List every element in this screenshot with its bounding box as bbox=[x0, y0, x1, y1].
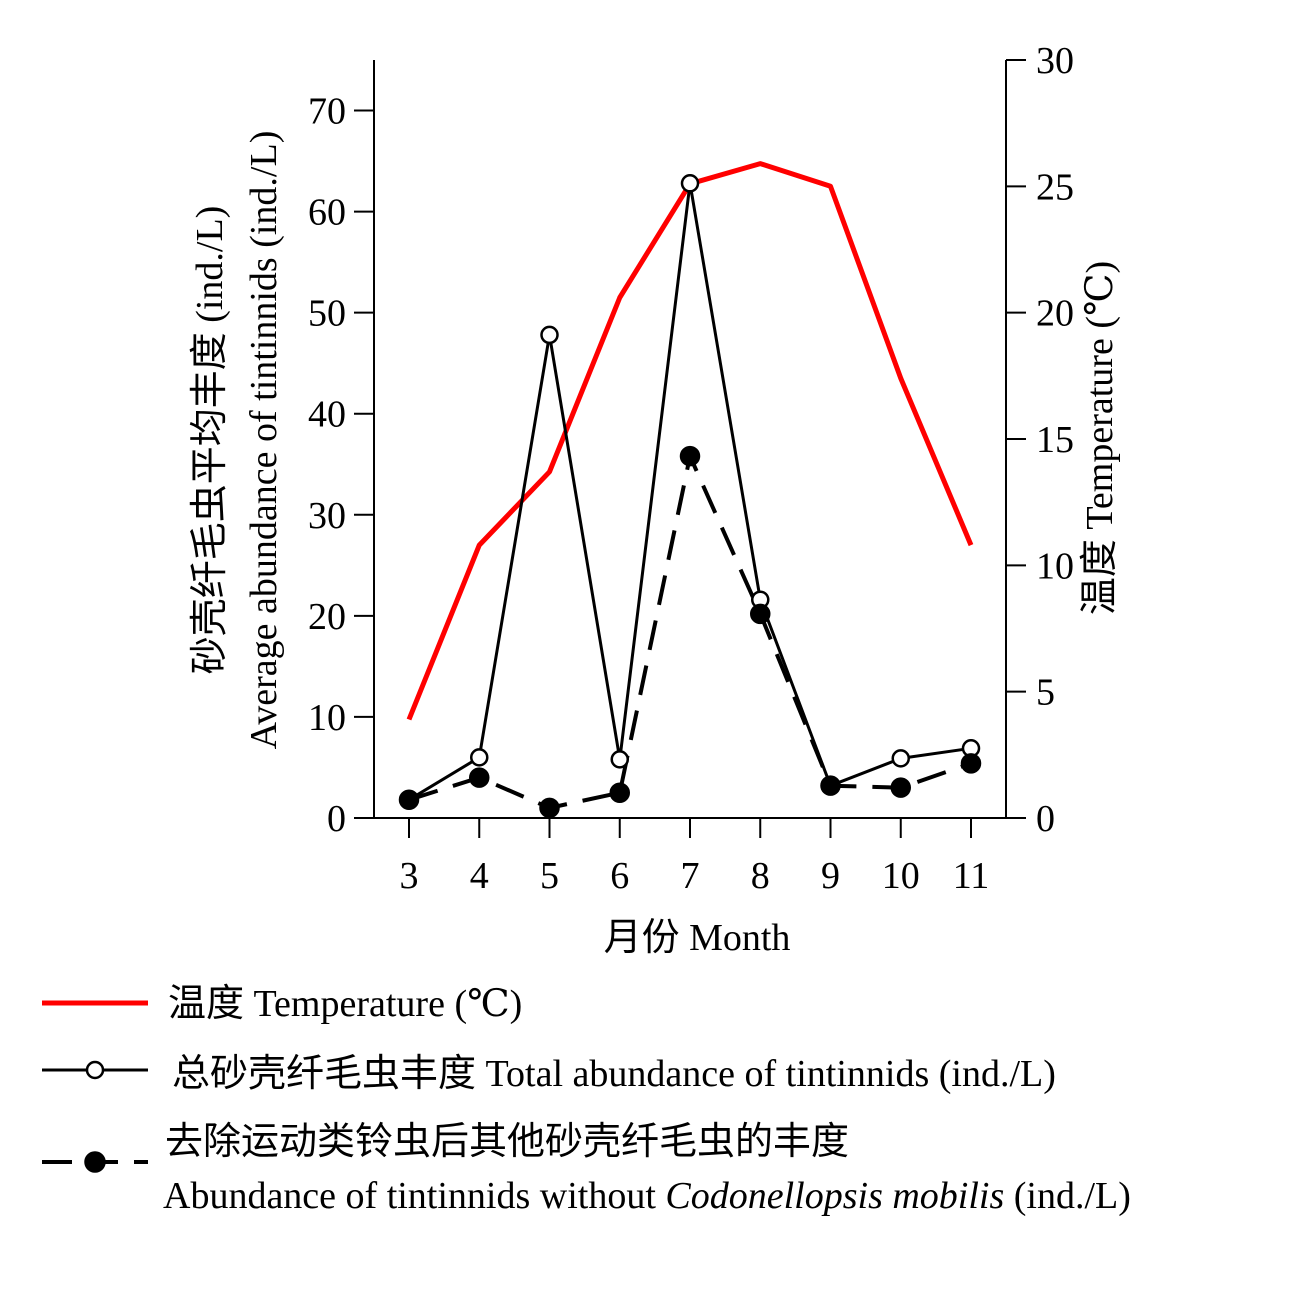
legend: 温度 Temperature (℃) 总砂壳纤毛虫丰度 Total abunda… bbox=[42, 983, 1131, 1217]
x-tick-label: 10 bbox=[882, 855, 920, 897]
y-right-tick-label: 15 bbox=[1036, 419, 1074, 461]
y-right-tick-label: 10 bbox=[1036, 545, 1074, 587]
x-axis-title: 月份 Month bbox=[604, 917, 791, 959]
x-tick-label: 3 bbox=[400, 855, 419, 897]
series-lines bbox=[406, 161, 974, 810]
legend-marker-without bbox=[84, 1151, 106, 1173]
series-2-point bbox=[469, 767, 490, 788]
series-markers bbox=[398, 174, 982, 819]
y-axis-right-title: 温度 Temperature (℃) bbox=[1079, 261, 1121, 615]
series-line-0 bbox=[406, 161, 974, 721]
legend-label-without-species: Codonellopsis mobilis bbox=[665, 1175, 1004, 1217]
series-2-point bbox=[750, 603, 771, 625]
legend-label-without-line1: 去除运动类铃虫后其他砂壳纤毛虫的丰度 bbox=[165, 1121, 849, 1163]
legend-label-temperature: 温度 Temperature (℃) bbox=[168, 983, 522, 1025]
y-right-tick-label: 25 bbox=[1036, 166, 1074, 208]
series-2-point bbox=[820, 775, 841, 796]
series-2-point bbox=[890, 777, 911, 798]
series-2-point bbox=[679, 445, 701, 467]
series-2-point bbox=[539, 797, 560, 819]
legend-marker-total bbox=[85, 1060, 105, 1080]
legend-label-without-prefix: Abundance of tintinnids without bbox=[163, 1175, 665, 1217]
x-tick-label: 7 bbox=[681, 855, 700, 897]
y-right-tick-label: 0 bbox=[1036, 798, 1055, 840]
series-line-2 bbox=[408, 454, 972, 810]
x-tick-label: 11 bbox=[953, 855, 990, 897]
y-axis-left-title-line1: 砂壳纤毛虫平均丰度 (ind./L) bbox=[189, 206, 231, 675]
series-1-point bbox=[540, 325, 559, 345]
y-axis-left-title-line2: Average abundance of tintinnids (ind./L) bbox=[243, 131, 285, 750]
series-2-point bbox=[960, 753, 982, 774]
series-1-point bbox=[891, 749, 910, 768]
y-left-tick-label: 40 bbox=[308, 394, 346, 436]
series-2-point bbox=[609, 782, 630, 803]
y-right-tick-label: 30 bbox=[1036, 40, 1074, 82]
y-left-tick-label: 50 bbox=[308, 293, 346, 335]
y-left-tick-label: 30 bbox=[308, 495, 346, 537]
series-1-point bbox=[610, 750, 629, 769]
x-tick-label: 4 bbox=[470, 855, 489, 897]
x-tick-label: 8 bbox=[751, 855, 770, 897]
y-left-tick-label: 0 bbox=[327, 798, 346, 840]
series-line-1 bbox=[408, 181, 972, 802]
series-2-point bbox=[398, 789, 420, 811]
y-right-tick-label: 5 bbox=[1036, 672, 1055, 714]
x-tick-label: 9 bbox=[821, 855, 840, 897]
series-1-point bbox=[470, 748, 489, 767]
y-left-tick-label: 10 bbox=[308, 697, 346, 739]
x-tick-label: 6 bbox=[610, 855, 629, 897]
legend-label-without-suffix: (ind./L) bbox=[1004, 1175, 1131, 1217]
x-tick-label: 5 bbox=[540, 855, 559, 897]
y-left-tick-label: 60 bbox=[308, 192, 346, 234]
legend-label-total: 总砂壳纤毛虫丰度 Total abundance of tintinnids (… bbox=[172, 1053, 1056, 1095]
axes: 0 10 20 30 40 50 60 70 0 5 10 15 20 25 30 3 4 5 6 7 8 9 10 11 bbox=[308, 40, 1074, 897]
y-right-tick-label: 20 bbox=[1036, 293, 1074, 335]
legend-label-without-line2: Abundance of tintinnids without Codonell… bbox=[163, 1175, 1131, 1217]
y-left-tick-label: 20 bbox=[308, 596, 346, 638]
series-1-point bbox=[680, 174, 700, 193]
y-left-tick-label: 70 bbox=[308, 91, 346, 133]
